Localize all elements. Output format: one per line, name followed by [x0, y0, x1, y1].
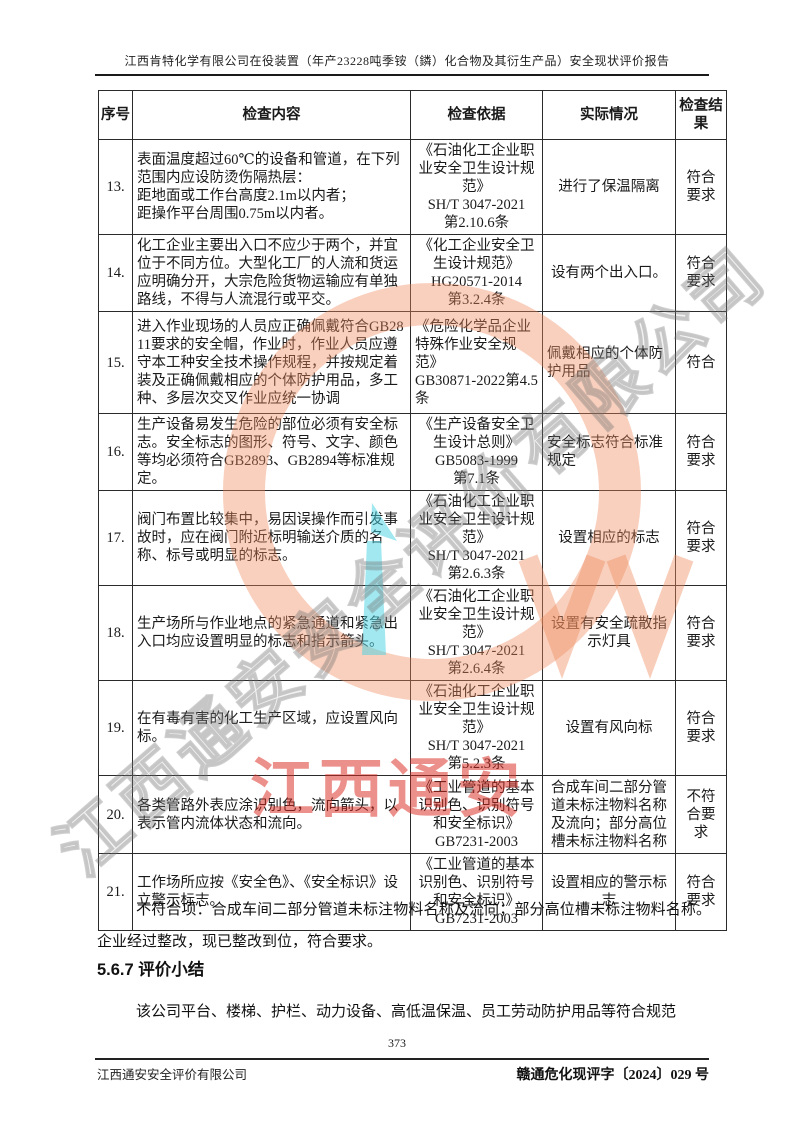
- cell-basis: 《生产设备安全卫生设计总则》 GB5083-1999 第7.1条: [410, 413, 543, 491]
- cell-no: 15.: [98, 311, 133, 414]
- page-number: 373: [388, 1036, 406, 1050]
- cell-actual: 设置相应的警示标志: [542, 853, 676, 931]
- cell-result: 符合: [675, 311, 727, 414]
- table-row: 20. 各类管路外表应涂识别色，流向箭头，以表示管内流体状态和流向。 《工业管道的基…: [98, 775, 727, 854]
- cell-no: 13.: [98, 139, 133, 235]
- column-header-2: 检查依据: [410, 90, 543, 140]
- cell-content: 各类管路外表应涂识别色，流向箭头，以表示管内流体状态和流向。: [132, 775, 411, 854]
- document-header-title: 江西肯特化学有限公司在役装置（年产23228吨季铵（鏻）化合物及其衍生产品）安全…: [124, 54, 670, 68]
- cell-no: 19.: [98, 680, 133, 776]
- table-row: 19. 在有毒有害的化工生产区域，应设置风向标。 《石油化工企业职业安全卫生设计规范…: [98, 680, 727, 776]
- nonconformity-paragraph: 不符合项：合成车间二部分管道未标注物料名称及流向；部分高位槽未标注物料名称。企业…: [97, 902, 711, 950]
- cell-content: 化工企业主要出入口不应少于两个，并宜位于不同方位。大型化工厂的人流和货运应明确分…: [132, 234, 411, 312]
- cell-result: 符合要求: [675, 490, 727, 586]
- cell-result: 符合要求: [675, 585, 727, 681]
- cell-actual: 佩戴相应的个体防护用品: [542, 311, 676, 414]
- column-header-3: 实际情况: [542, 90, 676, 140]
- cell-result: 符合要求: [675, 234, 727, 312]
- cell-content: 表面温度超过60℃的设备和管道，在下列范围内应设防烫伤隔热层： 距地面或工作台高…: [132, 139, 411, 235]
- cell-content: 生产设备易发生危险的部位必须有安全标志。安全标志的图形、符号、文字、颜色等均必须…: [132, 413, 411, 491]
- cell-no: 21.: [98, 853, 133, 931]
- table-row: 17. 阀门布置比较集中，易因误操作而引发事故时，应在阀门附近标明输送介质的名称、…: [98, 490, 727, 586]
- cell-basis: 《石油化工企业职业安全卫生设计规范》 SH/T 3047-2021 第2.6.3…: [410, 490, 543, 586]
- cell-content: 生产场所与作业地点的紧急通道和紧急出入口均应设置明显的标志和指示箭头。: [132, 585, 411, 681]
- cell-basis: 《石油化工企业职业安全卫生设计规范》 SH/T 3047-2021 第5.2.3…: [410, 680, 543, 776]
- cell-result: 符合要求: [675, 853, 727, 931]
- cell-content: 工作场所应按《安全色》、《安全标识》设立警示标志。: [132, 853, 411, 931]
- header-divider: [95, 74, 709, 76]
- cell-no: 14.: [98, 234, 133, 312]
- summary-paragraph: 该公司平台、楼梯、护栏、动力设备、高低温保温、员工劳动防护用品等符合规范: [136, 1004, 677, 1020]
- table-row: 16. 生产设备易发生危险的部位必须有安全标志。安全标志的图形、符号、文字、颜色等…: [98, 413, 727, 491]
- table-row: 21. 工作场所应按《安全色》、《安全标识》设立警示标志。 《工业管道的基本识别色、…: [98, 853, 727, 931]
- cell-actual: 安全标志符合标准规定: [542, 413, 676, 491]
- footer-document-number: 赣通危化现评字〔2024〕029 号: [516, 1068, 710, 1083]
- cell-actual: 进行了保温隔离: [542, 139, 676, 235]
- cell-result: 不符合要求: [675, 775, 727, 854]
- table-header-row: 序号 检查内容 检查依据 实际情况 检查结果: [98, 90, 727, 140]
- column-header-0: 序号: [98, 90, 133, 140]
- cell-result: 符合要求: [675, 139, 727, 235]
- footer: 江西通安安全评价有限公司 赣通危化现评字〔2024〕029 号: [97, 1064, 709, 1084]
- cell-no: 18.: [98, 585, 133, 681]
- cell-content: 进入作业现场的人员应正确佩戴符合GB2811要求的安全帽，作业时，作业人员应遵守…: [132, 311, 411, 414]
- cell-no: 20.: [98, 775, 133, 854]
- table-row: 15. 进入作业现场的人员应正确佩戴符合GB2811要求的安全帽，作业时，作业人员…: [98, 311, 727, 414]
- cell-actual: 设置有风向标: [542, 680, 676, 776]
- cell-actual: 合成车间二部分管道未标注物料名称及流向；部分高位槽未标注物料名称: [542, 775, 676, 854]
- cell-basis: 《化工企业安全卫生设计规范》 HG20571-2014 第3.2.4条: [410, 234, 543, 312]
- cell-actual: 设有两个出入口。: [542, 234, 676, 312]
- cell-content: 阀门布置比较集中，易因误操作而引发事故时，应在阀门附近标明输送介质的名称、标号或…: [132, 490, 411, 586]
- column-header-4: 检查结果: [675, 90, 727, 140]
- cell-basis: 《石油化工企业职业安全卫生设计规范》 SH/T 3047-2021 第2.10.…: [410, 139, 543, 235]
- cell-actual: 设置相应的标志: [542, 490, 676, 586]
- cell-content: 在有毒有害的化工生产区域，应设置风向标。: [132, 680, 411, 776]
- section-heading: 5.6.7 评价小结: [97, 961, 205, 979]
- cell-no: 16.: [98, 413, 133, 491]
- cell-basis: 《石油化工企业职业安全卫生设计规范》 SH/T 3047-2021 第2.6.4…: [410, 585, 543, 681]
- cell-basis: 《工业管道的基本识别色、识别符号和安全标识》 GB7231-2003: [410, 775, 543, 854]
- cell-basis: 《危险化学品企业特殊作业安全规范》 GB30871-2022第4.5条: [410, 311, 543, 414]
- footer-company-name: 江西通安安全评价有限公司: [97, 1068, 248, 1082]
- cell-result: 符合要求: [675, 413, 727, 491]
- column-header-1: 检查内容: [132, 90, 411, 140]
- footer-divider: [95, 1058, 709, 1060]
- table-row: 18. 生产场所与作业地点的紧急通道和紧急出入口均应设置明显的标志和指示箭头。 《石…: [98, 585, 727, 681]
- cell-result: 符合要求: [675, 680, 727, 776]
- cell-basis: 《工业管道的基本识别色、识别符号和安全标识》 GB7231-2003: [410, 853, 543, 931]
- cell-no: 17.: [98, 490, 133, 586]
- inspection-table: 序号 检查内容 检查依据 实际情况 检查结果 13. 表面温度超过60℃的设备和管道，在下…: [98, 90, 727, 931]
- cell-actual: 设置有安全疏散指示灯具: [542, 585, 676, 681]
- table-row: 13. 表面温度超过60℃的设备和管道，在下列范围内应设防烫伤隔热层： 距地面或工…: [98, 139, 727, 235]
- table-row: 14. 化工企业主要出入口不应少于两个，并宜位于不同方位。大型化工厂的人流和货运应…: [98, 234, 727, 312]
